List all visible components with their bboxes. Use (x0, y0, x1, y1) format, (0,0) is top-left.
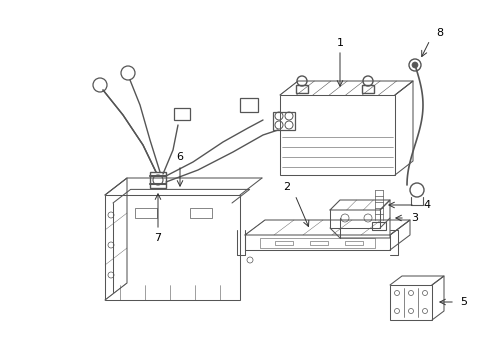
Bar (105, 195, 240, 300)
Text: 1: 1 (336, 38, 343, 48)
Text: 6: 6 (176, 152, 183, 162)
Text: 5: 5 (460, 297, 467, 307)
Text: 4: 4 (423, 200, 429, 210)
Bar (240, 98, 258, 112)
Text: 3: 3 (411, 213, 418, 223)
Bar (150, 172, 165, 188)
Bar (274, 241, 292, 245)
Bar (309, 241, 327, 245)
Bar (174, 108, 190, 120)
Bar (295, 85, 307, 93)
Text: 2: 2 (283, 182, 290, 192)
Bar (272, 112, 294, 130)
Bar (135, 208, 157, 218)
Bar (345, 241, 362, 245)
Bar (389, 285, 431, 320)
Circle shape (411, 62, 417, 68)
Text: 7: 7 (154, 233, 161, 243)
Text: 8: 8 (436, 28, 443, 38)
Bar (280, 95, 394, 175)
Bar (361, 85, 373, 93)
Bar (190, 208, 212, 218)
Bar (260, 238, 374, 248)
Bar (371, 222, 385, 230)
